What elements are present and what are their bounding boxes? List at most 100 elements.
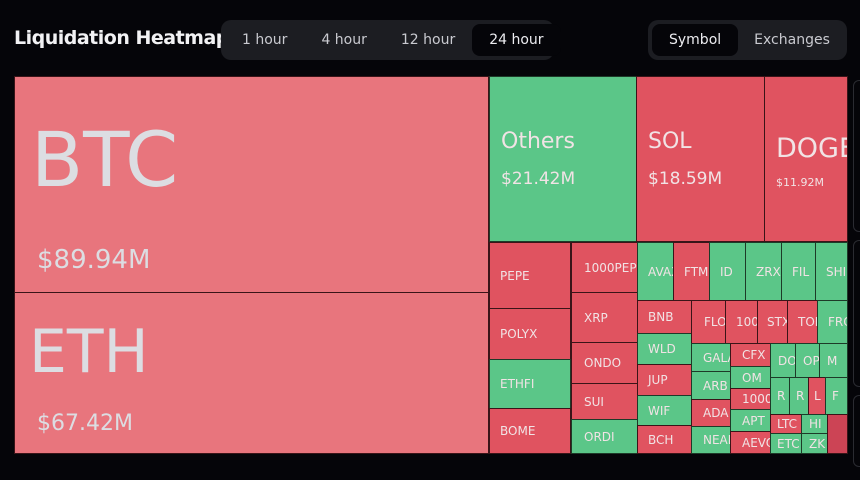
tile-polyx[interactable]: POLYX	[489, 308, 571, 360]
tile-symbol: 1000PEPE	[584, 260, 637, 275]
tile-symbol: CFX	[742, 348, 766, 362]
tile-r1[interactable]: R	[770, 377, 790, 415]
tile-bnb[interactable]: BNB	[637, 300, 692, 334]
group-by-selector: Symbol Exchanges	[648, 20, 847, 60]
tile-zk[interactable]: ZK	[801, 433, 828, 454]
tile-ondo[interactable]: ONDO	[571, 342, 638, 384]
tile-om[interactable]: OM	[730, 366, 771, 389]
tile-symbol: ZRX	[756, 264, 781, 279]
tile-symbol: BTC	[31, 115, 179, 204]
tile-symbol: WIF	[648, 403, 671, 418]
tile-1000[interactable]: 1000	[725, 300, 758, 344]
tile-op[interactable]: OP	[795, 343, 820, 378]
time-range-1h[interactable]: 1 hour	[242, 32, 288, 48]
tile-hi[interactable]: HI	[801, 414, 828, 434]
tile-symbol: BOME	[500, 424, 536, 438]
tile-bch[interactable]: BCH	[637, 425, 692, 454]
tile-symbol: HI	[809, 417, 822, 431]
tile-l[interactable]: L	[808, 377, 826, 415]
tile-symbol: APT	[742, 413, 765, 428]
tile-symbol: 1000	[736, 315, 757, 329]
tile-r2[interactable]: R	[789, 377, 809, 415]
tile-fil[interactable]: FIL	[781, 242, 816, 301]
tile-symbol: POLYX	[500, 327, 538, 341]
tile-symbol: DOT	[778, 353, 796, 368]
tile-symbol: LTC	[777, 417, 798, 431]
tile-symbol: FRONT	[828, 315, 847, 329]
time-range-12h[interactable]: 12 hour	[400, 32, 456, 48]
tile-arb[interactable]: ARB	[691, 371, 731, 400]
time-range-4h[interactable]: 4 hour	[321, 32, 367, 48]
tile-symbol: ADA	[703, 406, 729, 420]
tile-symbol: ARB	[703, 378, 728, 393]
tile-value: $89.94M	[37, 245, 151, 275]
tile-btc[interactable]: BTC $89.94M	[14, 76, 489, 293]
tile-stx[interactable]: STX	[757, 300, 788, 344]
tile-symbol: XRP	[584, 310, 608, 325]
tile-symbol: AVAX	[648, 264, 673, 279]
tile-f[interactable]: F	[825, 377, 848, 415]
tile-symbol: ONDO	[584, 356, 622, 370]
tile-symbol: OP	[803, 353, 820, 368]
tile-pepe[interactable]: PEPE	[489, 242, 571, 309]
tile-ethfi[interactable]: ETHFI	[489, 359, 571, 409]
tile-symbol: F	[832, 389, 839, 403]
tile-symbol: FTM	[684, 264, 709, 279]
tile-symbol: WLD	[648, 342, 676, 356]
tile-symbol: OM	[742, 370, 762, 385]
tile-apt[interactable]: APT	[730, 409, 771, 432]
tile-symbol: ID	[720, 264, 733, 279]
tile-wld[interactable]: WLD	[637, 333, 692, 365]
tile-near[interactable]: NEAR	[691, 426, 731, 454]
tile-eth[interactable]: ETH $67.42M	[14, 292, 489, 454]
side-panel-edge	[853, 395, 860, 467]
side-panel-edge	[853, 80, 860, 232]
group-by-symbol[interactable]: Symbol	[652, 24, 739, 56]
tile-1000pepe[interactable]: 1000PEPE	[571, 242, 638, 293]
tile-doge[interactable]: DOGE $11.92M	[764, 76, 848, 242]
tile-id[interactable]: ID	[709, 242, 746, 301]
tile-others[interactable]: Others $21.42M	[489, 76, 637, 242]
tile-wif[interactable]: WIF	[637, 395, 692, 426]
tile-ton[interactable]: TON	[787, 300, 818, 344]
tile-symbol: R	[777, 389, 786, 403]
group-by-exchanges[interactable]: Exchanges	[754, 32, 830, 48]
tile-front[interactable]: FRONT	[817, 300, 848, 344]
tile-dot[interactable]: DOT	[770, 343, 796, 378]
tile-symbol: ETHFI	[500, 377, 535, 391]
tile-symbol: BCH	[648, 432, 674, 447]
tile-ada[interactable]: ADA	[691, 399, 731, 427]
tile-symbol: SUI	[584, 394, 604, 409]
tile-symbol: BNB	[648, 310, 674, 324]
tile-value: $21.42M	[501, 169, 576, 189]
tile-avax[interactable]: AVAX	[637, 242, 674, 301]
tile-m[interactable]: M	[819, 343, 848, 378]
time-range-24h[interactable]: 24 hour	[472, 24, 561, 56]
tile-ltc[interactable]: LTC	[770, 414, 802, 434]
page-title: Liquidation Heatmap	[14, 27, 229, 49]
tile-sui[interactable]: SUI	[571, 383, 638, 420]
tile-sol[interactable]: SOL $18.59M	[636, 76, 765, 242]
tile-symbol: AEVO	[742, 435, 770, 450]
tile-symbol: M	[827, 353, 838, 368]
tile-symbol: Others	[501, 129, 575, 154]
tile-xrp[interactable]: XRP	[571, 292, 638, 343]
side-panel-edge	[853, 240, 860, 387]
tile-symbol: JUP	[648, 373, 668, 387]
tile-1000f[interactable]: 1000F	[730, 388, 771, 410]
tile-unlabeled[interactable]	[827, 414, 848, 454]
tile-cfx[interactable]: CFX	[730, 343, 771, 367]
tile-aevo[interactable]: AEVO	[730, 431, 771, 454]
tile-bome[interactable]: BOME	[489, 408, 571, 454]
tile-floki[interactable]: FLOKI	[691, 300, 726, 344]
tile-jup[interactable]: JUP	[637, 364, 692, 396]
tile-etc[interactable]: ETC	[770, 433, 802, 454]
tile-ftm[interactable]: FTM	[673, 242, 710, 301]
tile-symbol: ORDI	[584, 429, 615, 444]
tile-symbol: DOGE	[776, 133, 847, 164]
tile-ordi[interactable]: ORDI	[571, 419, 638, 454]
tile-zrx[interactable]: ZRX	[745, 242, 782, 301]
tile-value: $67.42M	[37, 411, 133, 436]
